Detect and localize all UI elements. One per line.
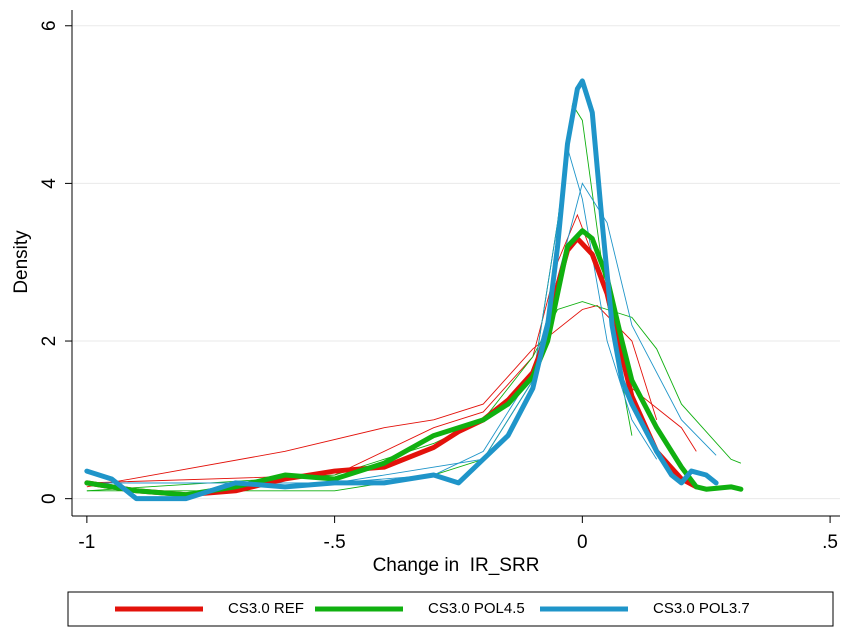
y-tick-label: 0 [39,493,60,504]
x-tick-label: -.5 [324,532,346,553]
legend-label: CS3.0 REF [228,600,304,617]
x-tick-label: -1 [78,532,95,553]
legend-label: CS3.0 POL4.5 [428,600,525,617]
series-line [84,228,744,498]
legend-label: CS3.0 POL3.7 [653,600,750,617]
x-axis-label: Change in IR_SRR [373,555,540,576]
x-tick-label: .5 [822,532,838,553]
y-tick-label: 2 [39,336,60,347]
y-tick-label: 4 [39,178,60,189]
series-line [84,78,719,502]
thin-curve [86,301,742,492]
y-tick-label: 6 [39,20,60,31]
thin-curve [86,305,658,488]
y-axis-label: Density [11,230,32,294]
x-tick-label: 0 [577,532,588,553]
thin-curve [86,147,658,484]
